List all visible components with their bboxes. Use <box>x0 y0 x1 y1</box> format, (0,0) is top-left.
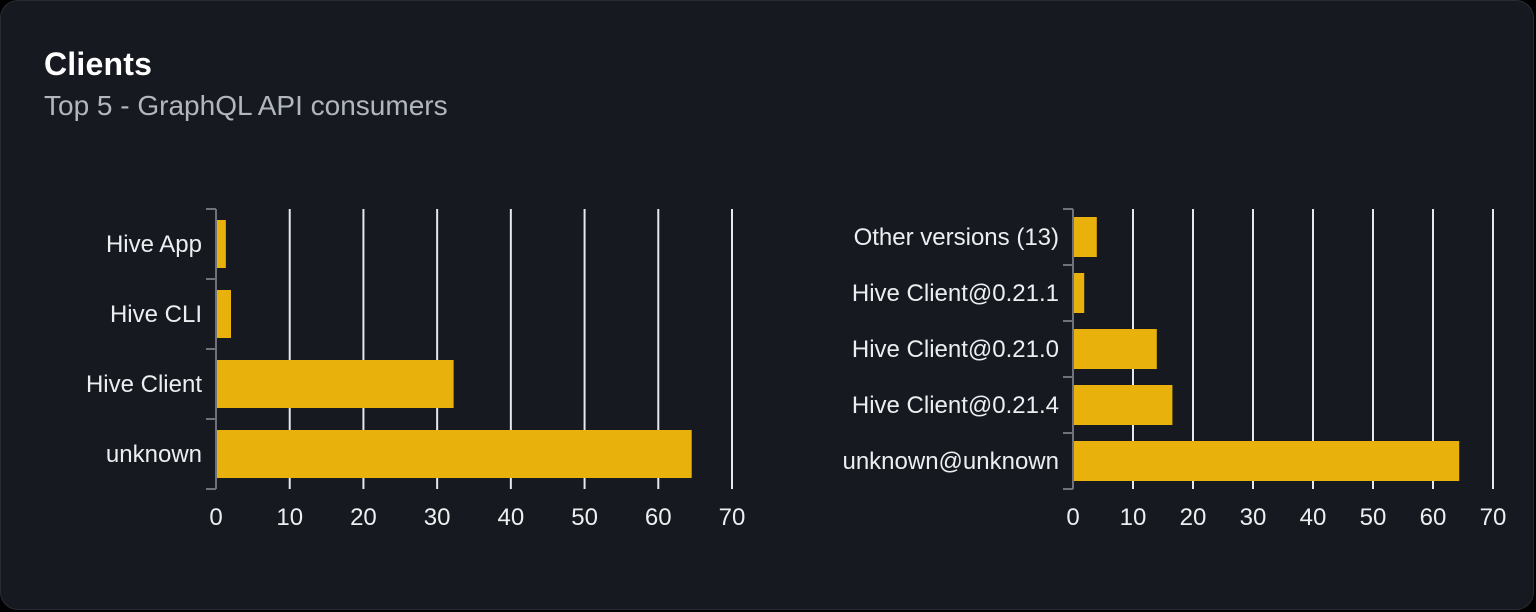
x-tick-label: 60 <box>1420 504 1447 531</box>
x-tick-label: 30 <box>1240 504 1267 531</box>
category-label: Hive Client <box>86 371 202 398</box>
x-tick-label: 0 <box>209 504 222 531</box>
x-tick-label: 50 <box>1360 504 1387 531</box>
client-versions-bar-chart: Other versions (13) Hive Client@0.21.1 Hiv… <box>842 208 1507 531</box>
bar <box>1074 441 1460 481</box>
x-tick-label: 0 <box>1066 504 1079 531</box>
bar <box>217 360 454 408</box>
bar <box>217 430 692 478</box>
x-tick-label: 20 <box>350 504 377 531</box>
category-label: Hive Client@0.21.4 <box>852 392 1059 419</box>
category-label: unknown@unknown <box>842 448 1059 475</box>
x-tick-label: 40 <box>498 504 525 531</box>
x-tick-label: 30 <box>424 504 451 531</box>
card-header: Clients Top 5 - GraphQL API consumers <box>44 45 448 123</box>
bar <box>1074 273 1085 313</box>
bar <box>217 290 232 338</box>
clients-bar-chart: Hive App Hive CLI Hive Client unknown 0 10 20 3… <box>86 208 746 531</box>
card-subtitle: Top 5 - GraphQL API consumers <box>44 90 448 121</box>
category-label: Hive CLI <box>110 301 202 328</box>
bar <box>1074 329 1157 369</box>
x-tick-label: 70 <box>1480 504 1507 531</box>
x-tick-label: 10 <box>1120 504 1147 531</box>
bar <box>217 220 226 268</box>
x-tick-label: 20 <box>1180 504 1207 531</box>
card-title: Clients <box>44 46 153 82</box>
bar <box>1074 217 1097 257</box>
x-tick-label: 40 <box>1300 504 1327 531</box>
x-tick-label: 50 <box>571 504 598 531</box>
x-tick-label: 70 <box>719 504 746 531</box>
x-tick-label: 60 <box>645 504 672 531</box>
category-label: Hive Client@0.21.1 <box>852 280 1059 307</box>
category-label: Other versions (13) <box>854 224 1059 251</box>
x-tick-label: 10 <box>276 504 303 531</box>
category-label: Hive Client@0.21.0 <box>852 336 1059 363</box>
bar <box>1074 385 1173 425</box>
category-label: Hive App <box>106 231 202 258</box>
category-label: unknown <box>106 441 202 468</box>
